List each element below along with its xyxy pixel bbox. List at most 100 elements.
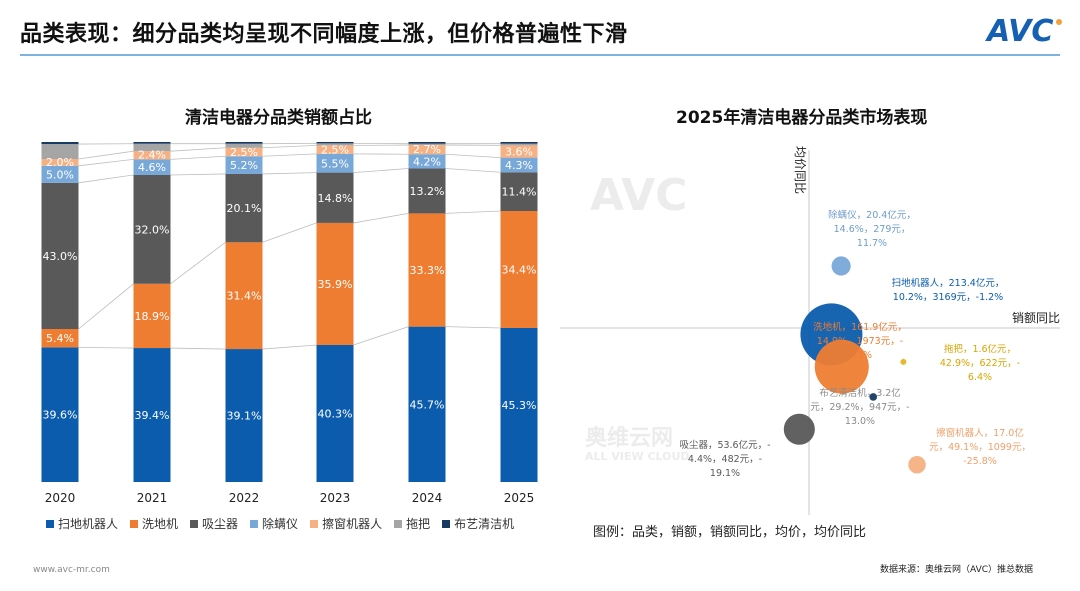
bar-data-label: 2.5% [321, 144, 349, 157]
bar-data-label: 31.4% [227, 290, 262, 303]
bar-data-label: 11.4% [502, 186, 537, 199]
series-connector-line [262, 145, 317, 149]
legend-label: 吸尘器 [202, 517, 239, 531]
avc-logo: AVC [985, 14, 1062, 46]
legend-item: 布艺清洁机 [442, 515, 514, 532]
data-source: 数据来源：奥维云网（AVC）推总数据 [880, 565, 1034, 575]
bubble-label: 14.6%，279元， [834, 224, 911, 235]
left-chart-title: 清洁电器分品类销额占比 [185, 108, 372, 128]
bubble-label: 6.4% [968, 372, 992, 383]
bubble-label: 擦窗机器人，17.0亿 [936, 427, 1024, 439]
bar-data-label: 2.4% [138, 149, 166, 162]
bar-data-label: 18.9% [135, 310, 170, 323]
bar-data-label: 39.4% [135, 409, 170, 422]
bar-segment-2024-3 [408, 154, 446, 169]
bar-data-label: 5.0% [46, 168, 74, 181]
bar-segment-2024-5 [408, 143, 446, 146]
legend-swatch-icon [46, 519, 54, 528]
legend-label: 扫地机器人 [58, 517, 119, 531]
series-connector-line [78, 346, 134, 349]
legend-label: 除螨仪 [262, 517, 299, 531]
bar-data-label: 40.3% [318, 407, 353, 420]
series-connector-line [353, 168, 409, 173]
bar-segment-2020-6 [41, 142, 79, 145]
series-connector-line [445, 153, 501, 159]
bubble-label: 11.7% [857, 238, 887, 249]
bar-data-label: 33.3% [410, 264, 445, 277]
legend-label: 洗地机 [142, 517, 179, 531]
title-divider [20, 54, 1060, 56]
series-connector-line [170, 155, 226, 160]
series-connector-line [353, 326, 409, 346]
bar-data-label: 4.6% [138, 161, 166, 174]
bubble-label: 洗地机，161.9亿元， [813, 321, 907, 333]
bar-segment-2024-2 [408, 168, 446, 214]
x-tick-label: 2023 [320, 491, 351, 505]
bar-data-label: 5.4% [46, 332, 74, 345]
bar-data-label: 39.6% [43, 409, 78, 422]
legend-item: 吸尘器 [190, 515, 238, 532]
x-axis-title: 销额同比 [1012, 311, 1060, 325]
series-connector-line [353, 213, 409, 224]
bar-segment-2020-4 [41, 159, 79, 166]
bar-segment-2023-3 [316, 153, 354, 173]
page-title: 品类表现：细分品类均呈现不同幅度上涨，但价格普遍性下滑 [20, 22, 628, 47]
bar-segment-2022-5 [225, 143, 263, 148]
bubble-3 [900, 358, 907, 365]
series-connector-line [262, 344, 317, 350]
website-link[interactable]: www.avc-mr.com [33, 565, 110, 575]
bubble-4 [869, 393, 878, 401]
bar-segment-2025-5 [500, 143, 538, 146]
bubble-2 [814, 339, 869, 394]
bar-data-label: 20.1% [227, 202, 262, 215]
bar-segment-2023-5 [316, 143, 354, 146]
series-connector-line [78, 158, 134, 167]
series-connector-line [262, 222, 317, 243]
bar-segment-2020-1 [41, 329, 79, 348]
bar-data-label: 5.5% [321, 157, 349, 170]
bar-data-label: 4.2% [413, 155, 441, 168]
series-connector-line [445, 210, 501, 214]
bubble-label: 19.1% [710, 468, 740, 479]
bubble-label: 元，49.1%，1099元， [929, 442, 1031, 453]
legend-swatch-icon [250, 519, 259, 528]
bubble-label: 布艺清洁机，3.2亿 [819, 387, 901, 399]
series-connector-line [170, 241, 226, 285]
bar-data-label: 5.2% [230, 159, 258, 172]
legend-swatch-icon [190, 519, 199, 528]
series-connector-line [170, 147, 226, 152]
bar-data-label: 2.0% [46, 156, 74, 169]
bar-segment-2024-6 [408, 142, 446, 144]
bar-segment-2025-3 [500, 157, 538, 173]
bubble-label: 扫地机器人，213.4亿元， [892, 277, 1005, 289]
bar-segment-2023-0 [316, 344, 354, 482]
bar-data-label: 32.0% [135, 223, 170, 236]
bar-data-label: 35.9% [318, 278, 353, 291]
bubble-label: 13.0% [845, 416, 875, 427]
legend-label: 擦窗机器人 [322, 517, 383, 531]
series-connector-line [170, 347, 226, 350]
bar-segment-2021-1 [133, 283, 171, 349]
bar-segment-2023-2 [316, 172, 354, 223]
x-tick-label: 2020 [45, 491, 76, 505]
bar-segment-2023-6 [316, 142, 354, 144]
bar-data-label: 34.4% [502, 264, 537, 277]
bubble-5 [783, 413, 815, 445]
bar-segment-2022-1 [225, 242, 263, 350]
series-connector-line [78, 283, 134, 330]
bar-data-label: 3.6% [505, 146, 533, 159]
x-tick-label: 2025 [504, 491, 535, 505]
series-connector-line [78, 150, 134, 160]
bubble-label: 14.9%，1973元，- [817, 336, 903, 347]
bar-chart-legend: 扫地机器人 洗地机 吸尘器 除螨仪 擦窗机器人 拖把 布艺清洁机 [46, 515, 514, 532]
bubble-label: 10.2%，3169元，-1.2% [893, 292, 1003, 303]
bar-segment-2021-6 [133, 142, 171, 144]
bar-data-label: 14.8% [318, 192, 353, 205]
bubble-0 [831, 256, 851, 276]
avc-logo-text: AVC [985, 14, 1053, 46]
legend-swatch-icon [130, 519, 139, 528]
bubble-legend-note: 图例：品类，销额，销额同比，均价，均价同比 [593, 525, 867, 540]
bubble-label: 吸尘器，53.6亿元，- [679, 439, 770, 451]
bar-segment-2024-4 [408, 145, 446, 155]
bar-data-label: 2.5% [230, 146, 258, 159]
